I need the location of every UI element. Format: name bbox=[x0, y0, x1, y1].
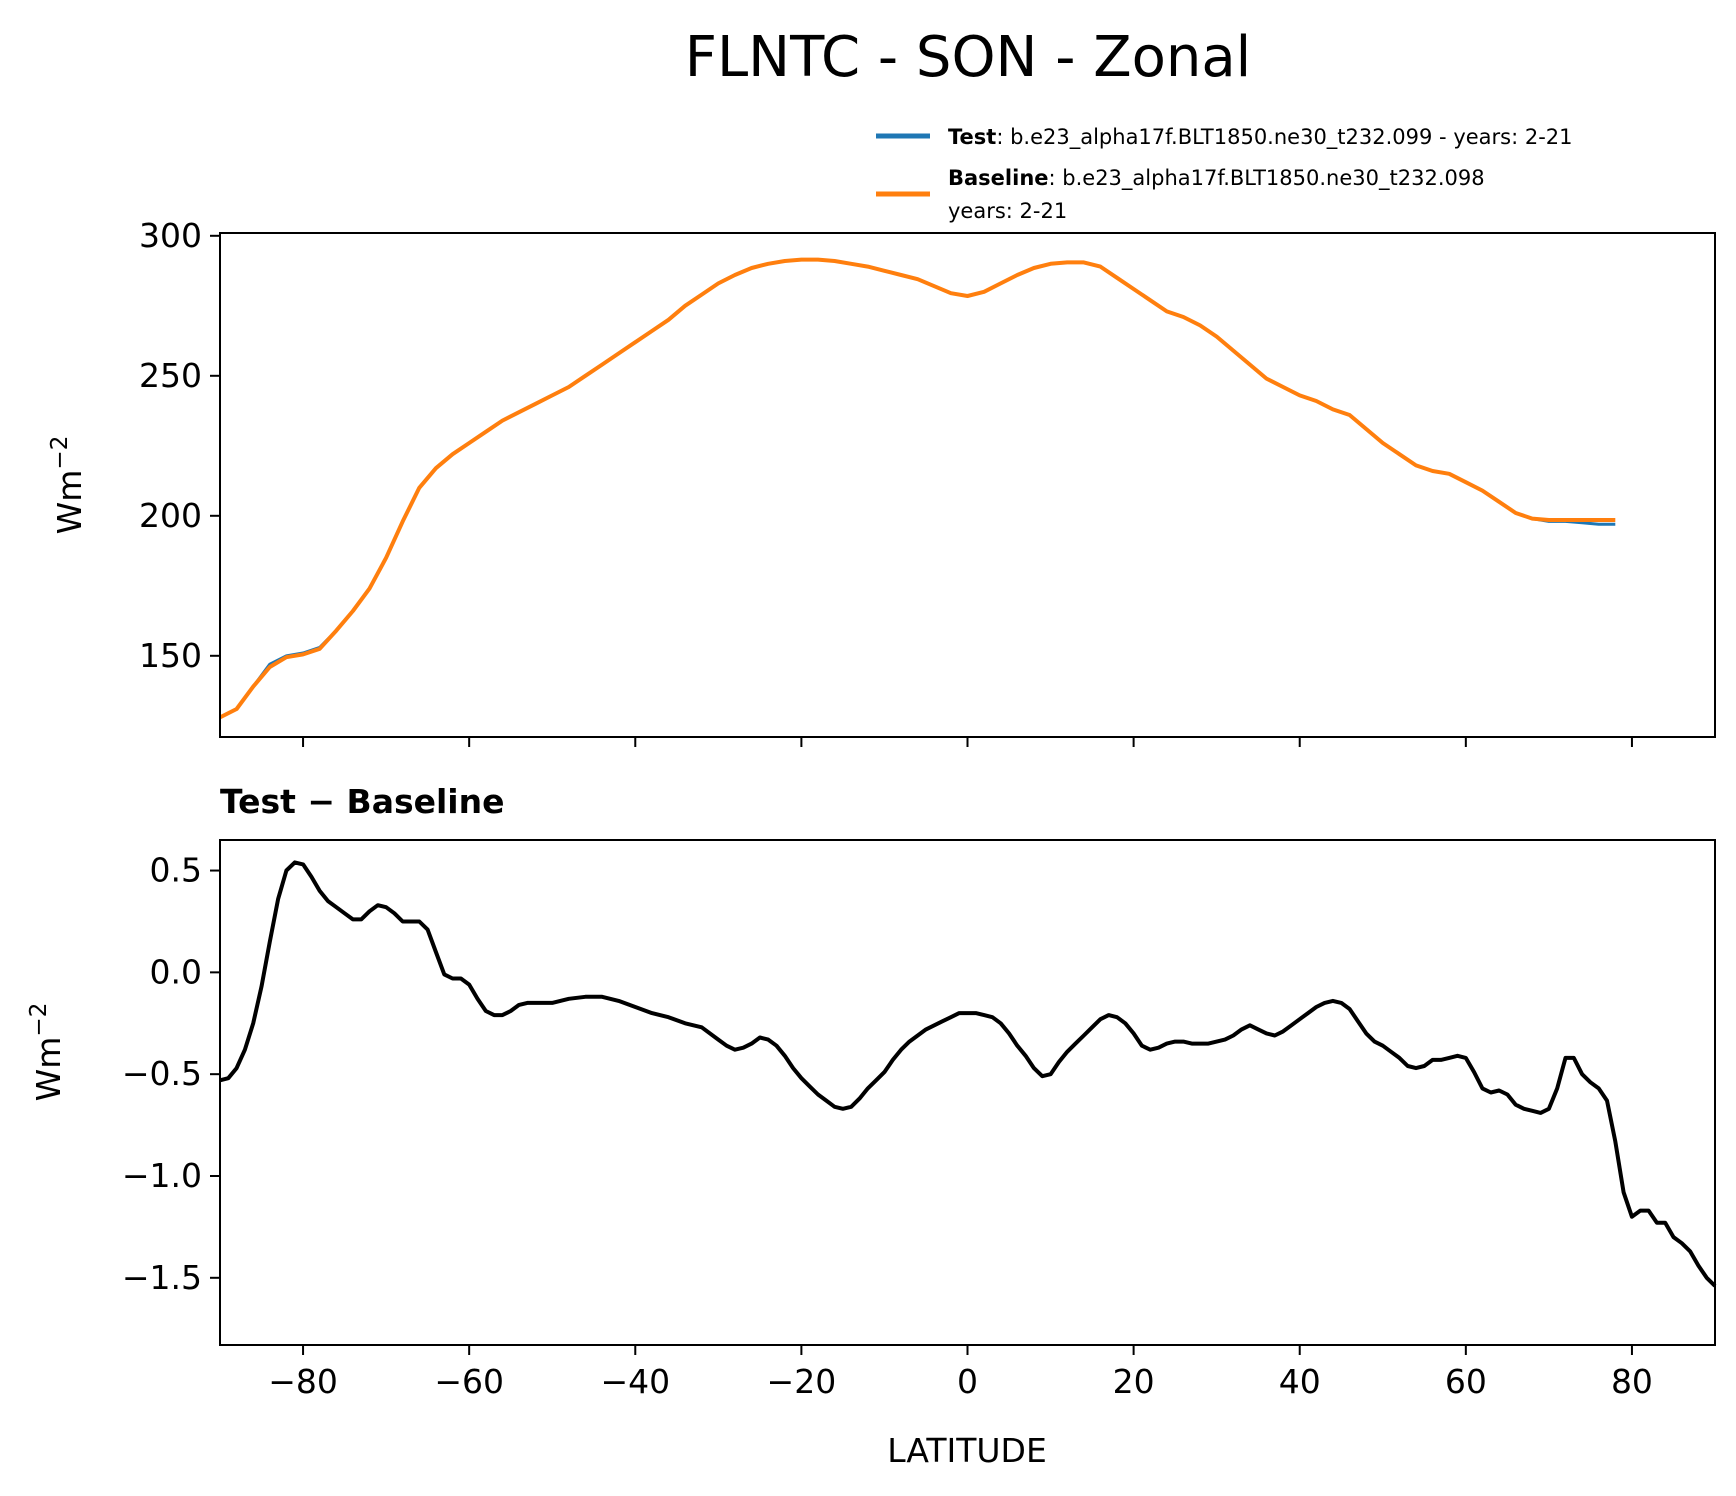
bottom-panel: Test − Baseline 0.5 0.0 −0.5 −1.0 −1.5 −80 −60… bbox=[26, 782, 1717, 1470]
x-tick-label: 80 bbox=[1611, 1362, 1653, 1401]
x-tick-label: −60 bbox=[434, 1362, 504, 1401]
legend-label-baseline-years: years: 2-21 bbox=[948, 199, 1067, 223]
x-tick-label: −40 bbox=[600, 1362, 670, 1401]
bottom-series bbox=[219, 860, 1717, 1288]
top-y-axis-label: Wm−2 bbox=[47, 436, 89, 535]
y-tick-label: 250 bbox=[139, 356, 202, 395]
y-tick-label: 0.5 bbox=[150, 851, 202, 890]
legend-test-text: : b.e23_alpha17f.BLT1850.ne30_t232.099 -… bbox=[996, 125, 1572, 150]
x-tick-label: 0 bbox=[957, 1362, 978, 1401]
bottom-ticks: 0.5 0.0 −0.5 −1.0 −1.5 −80 −60 −40 −20 0 20 40 60 80 bbox=[122, 851, 1653, 1401]
top-plot-frame bbox=[219, 232, 1716, 738]
legend-baseline-bold: Baseline bbox=[948, 166, 1049, 190]
x-tick-label: 60 bbox=[1445, 1362, 1487, 1401]
top-ticks: 150 200 250 300 bbox=[139, 216, 1633, 747]
y-tick-label: −1.0 bbox=[122, 1156, 202, 1195]
series-line-test-baseline bbox=[219, 860, 1717, 1288]
bottom-panel-title: Test − Baseline bbox=[220, 782, 505, 821]
top-series bbox=[219, 257, 1616, 720]
y-tick-label: −1.5 bbox=[122, 1258, 202, 1297]
y-tick-label: 200 bbox=[139, 496, 202, 535]
legend-baseline-text: : b.e23_alpha17f.BLT1850.ne30_t232.098 bbox=[1049, 166, 1485, 191]
figure-title: FLNTC - SON - Zonal bbox=[685, 25, 1251, 90]
x-tick-label: −20 bbox=[767, 1362, 837, 1401]
x-axis-label: LATITUDE bbox=[887, 1431, 1047, 1470]
bottom-y-axis-label: Wm−2 bbox=[26, 1003, 68, 1102]
y-tick-label: 150 bbox=[139, 636, 202, 675]
legend-label-baseline: Baseline: b.e23_alpha17f.BLT1850.ne30_t2… bbox=[948, 166, 1485, 191]
bottom-plot-frame bbox=[219, 839, 1716, 1346]
y-tick-label: 0.0 bbox=[150, 952, 202, 991]
top-panel: 150 200 250 300 Wm−2 bbox=[47, 216, 1716, 747]
x-tick-label: 20 bbox=[1113, 1362, 1155, 1401]
legend: Test: b.e23_alpha17f.BLT1850.ne30_t232.0… bbox=[876, 125, 1573, 223]
x-tick-label: −80 bbox=[268, 1362, 338, 1401]
x-tick-label: 40 bbox=[1279, 1362, 1321, 1401]
legend-label-test: Test: b.e23_alpha17f.BLT1850.ne30_t232.0… bbox=[948, 125, 1573, 150]
series-line-test bbox=[219, 258, 1616, 719]
y-tick-label: 300 bbox=[139, 216, 202, 255]
legend-test-bold: Test bbox=[948, 125, 996, 149]
y-tick-label: −0.5 bbox=[122, 1054, 202, 1093]
series-line-baseline bbox=[219, 257, 1616, 720]
